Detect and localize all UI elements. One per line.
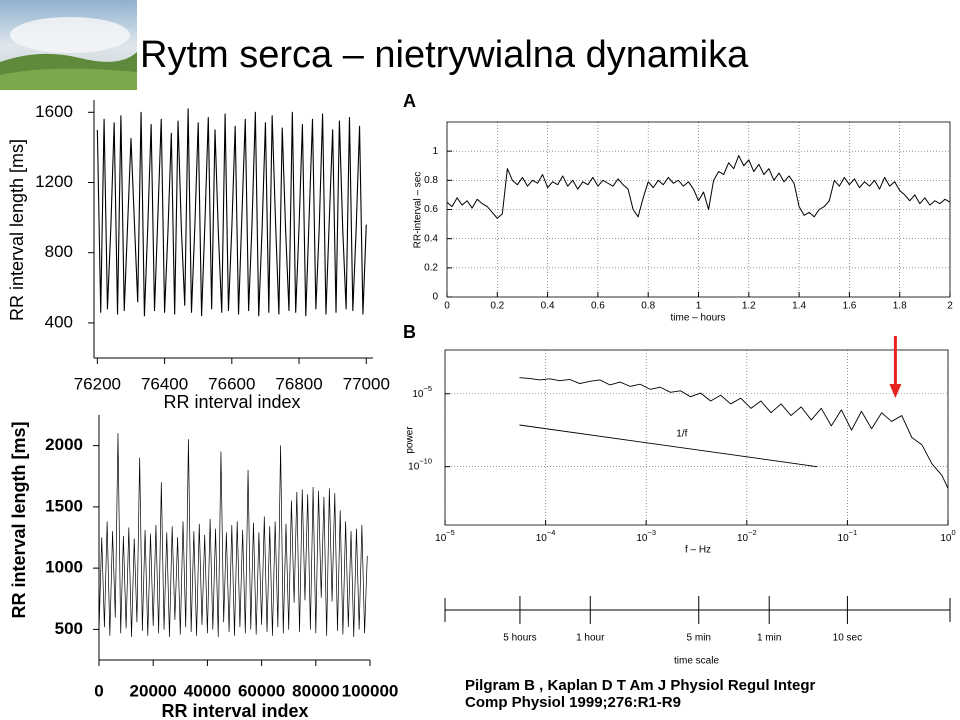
x-tick-label: 0 — [94, 681, 103, 700]
x-tick-label-base: 10 — [838, 533, 850, 544]
y-axis-label: RR-interval – sec — [413, 172, 424, 249]
time-scale-label: 10 sec — [833, 633, 862, 644]
photo — [0, 0, 137, 90]
time-scale-label: 5 min — [687, 633, 711, 644]
x-tick-label: 40000 — [184, 681, 231, 700]
series-annotation: 1/f — [676, 428, 687, 439]
x-tick-label: 10−4 — [536, 528, 556, 544]
y-tick-label-exponent: −10 — [419, 457, 432, 466]
x-tick-label: 20000 — [130, 681, 177, 700]
x-tick-label: 10−2 — [737, 528, 757, 544]
time-scale-label: 1 min — [757, 633, 781, 644]
x-tick-label: 10−3 — [636, 528, 656, 544]
x-tick-label: 0.8 — [641, 301, 655, 312]
x-tick-label: 76800 — [275, 374, 322, 393]
x-tick-label: 2 — [947, 301, 953, 312]
x-tick-label-exponent: −2 — [748, 528, 757, 537]
x-tick-label: 100000 — [342, 681, 399, 700]
x-tick-label: 76600 — [208, 374, 255, 393]
x-tick-label-exponent: −4 — [547, 528, 556, 537]
x-axis-label: RR interval index — [163, 392, 300, 412]
x-tick-label: 0.6 — [591, 301, 605, 312]
x-tick-label: 0.2 — [490, 301, 504, 312]
arrow-head — [889, 384, 902, 398]
x-tick-label: 0.4 — [541, 301, 555, 312]
y-tick-label: 0 — [432, 292, 438, 303]
time-scale-label: 5 hours — [503, 633, 536, 644]
y-tick-label: 500 — [55, 619, 83, 638]
y-tick-label: 2000 — [45, 435, 83, 454]
y-tick-label: 1 — [432, 146, 438, 157]
y-tick-label-base: 10 — [412, 388, 424, 399]
time-scale-label: 1 hour — [576, 633, 605, 644]
citation: Pilgram B , Kaplan D T Am J Physiol Regu… — [465, 677, 816, 694]
x-tick-label: 76200 — [74, 374, 121, 393]
x-tick-label-base: 10 — [435, 533, 447, 544]
x-tick-label: 0 — [444, 301, 450, 312]
x-tick-label: 100 — [940, 528, 955, 544]
y-tick-label: 800 — [45, 242, 73, 261]
y-axis-label: RR interval length [ms] — [9, 421, 29, 618]
y-tick-label-base: 10 — [408, 461, 420, 472]
citation: Comp Physiol 1999;276:R1-R9 — [465, 694, 681, 711]
x-tick-label: 1.6 — [842, 301, 856, 312]
y-tick-label: 0.8 — [424, 175, 438, 186]
x-tick-label: 10−5 — [435, 528, 455, 544]
x-tick-label: 1 — [696, 301, 702, 312]
x-tick-label: 80000 — [292, 681, 339, 700]
x-tick-label-base: 10 — [636, 533, 648, 544]
y-tick-label: 0.2 — [424, 262, 438, 273]
x-tick-label: 10−1 — [838, 528, 858, 544]
x-tick-label: 1.4 — [792, 301, 806, 312]
y-tick-label: 400 — [45, 312, 73, 331]
y-axis-label: power — [405, 426, 416, 454]
y-tick-label: 0.6 — [424, 204, 438, 215]
x-axis-label: RR interval index — [161, 701, 308, 720]
x-tick-label: 77000 — [343, 374, 390, 393]
panel-label: A — [403, 91, 416, 111]
time-scale-title: time scale — [674, 656, 719, 667]
panel-label: B — [403, 322, 416, 342]
y-tick-label: 10−5 — [412, 384, 432, 400]
x-tick-label-exponent: 0 — [951, 528, 955, 537]
series-line — [519, 377, 949, 489]
x-tick-label: 1.8 — [893, 301, 907, 312]
plot-frame — [444, 349, 949, 526]
series-line — [98, 433, 368, 638]
x-tick-label-exponent: −3 — [647, 528, 656, 537]
x-tick-label: 76400 — [141, 374, 188, 393]
y-axis-label: RR interval length [ms] — [7, 139, 27, 321]
x-tick-label: 1.2 — [742, 301, 756, 312]
y-tick-label: 1000 — [45, 558, 83, 577]
series-line — [96, 108, 367, 317]
y-tick-label-exponent: −5 — [423, 384, 432, 393]
x-tick-label-base: 10 — [940, 533, 952, 544]
plot-frame — [446, 121, 951, 298]
x-axis-label: time – hours — [670, 313, 725, 324]
y-tick-label: 1500 — [45, 496, 83, 515]
x-tick-label-exponent: −1 — [849, 528, 858, 537]
x-tick-label-base: 10 — [737, 533, 749, 544]
x-axis-label: f – Hz — [685, 545, 711, 556]
series-line — [519, 424, 818, 468]
x-tick-label: 60000 — [238, 681, 285, 700]
x-tick-label-exponent: −5 — [446, 528, 455, 537]
series-line — [446, 155, 951, 219]
y-tick-label: 1600 — [35, 102, 73, 121]
x-tick-label-base: 10 — [536, 533, 548, 544]
y-tick-label: 1200 — [35, 172, 73, 191]
slide-title: Rytm serca – nietrywialna dynamika — [140, 34, 749, 76]
y-tick-label: 10−10 — [408, 457, 432, 473]
y-tick-label: 0.4 — [424, 233, 438, 244]
